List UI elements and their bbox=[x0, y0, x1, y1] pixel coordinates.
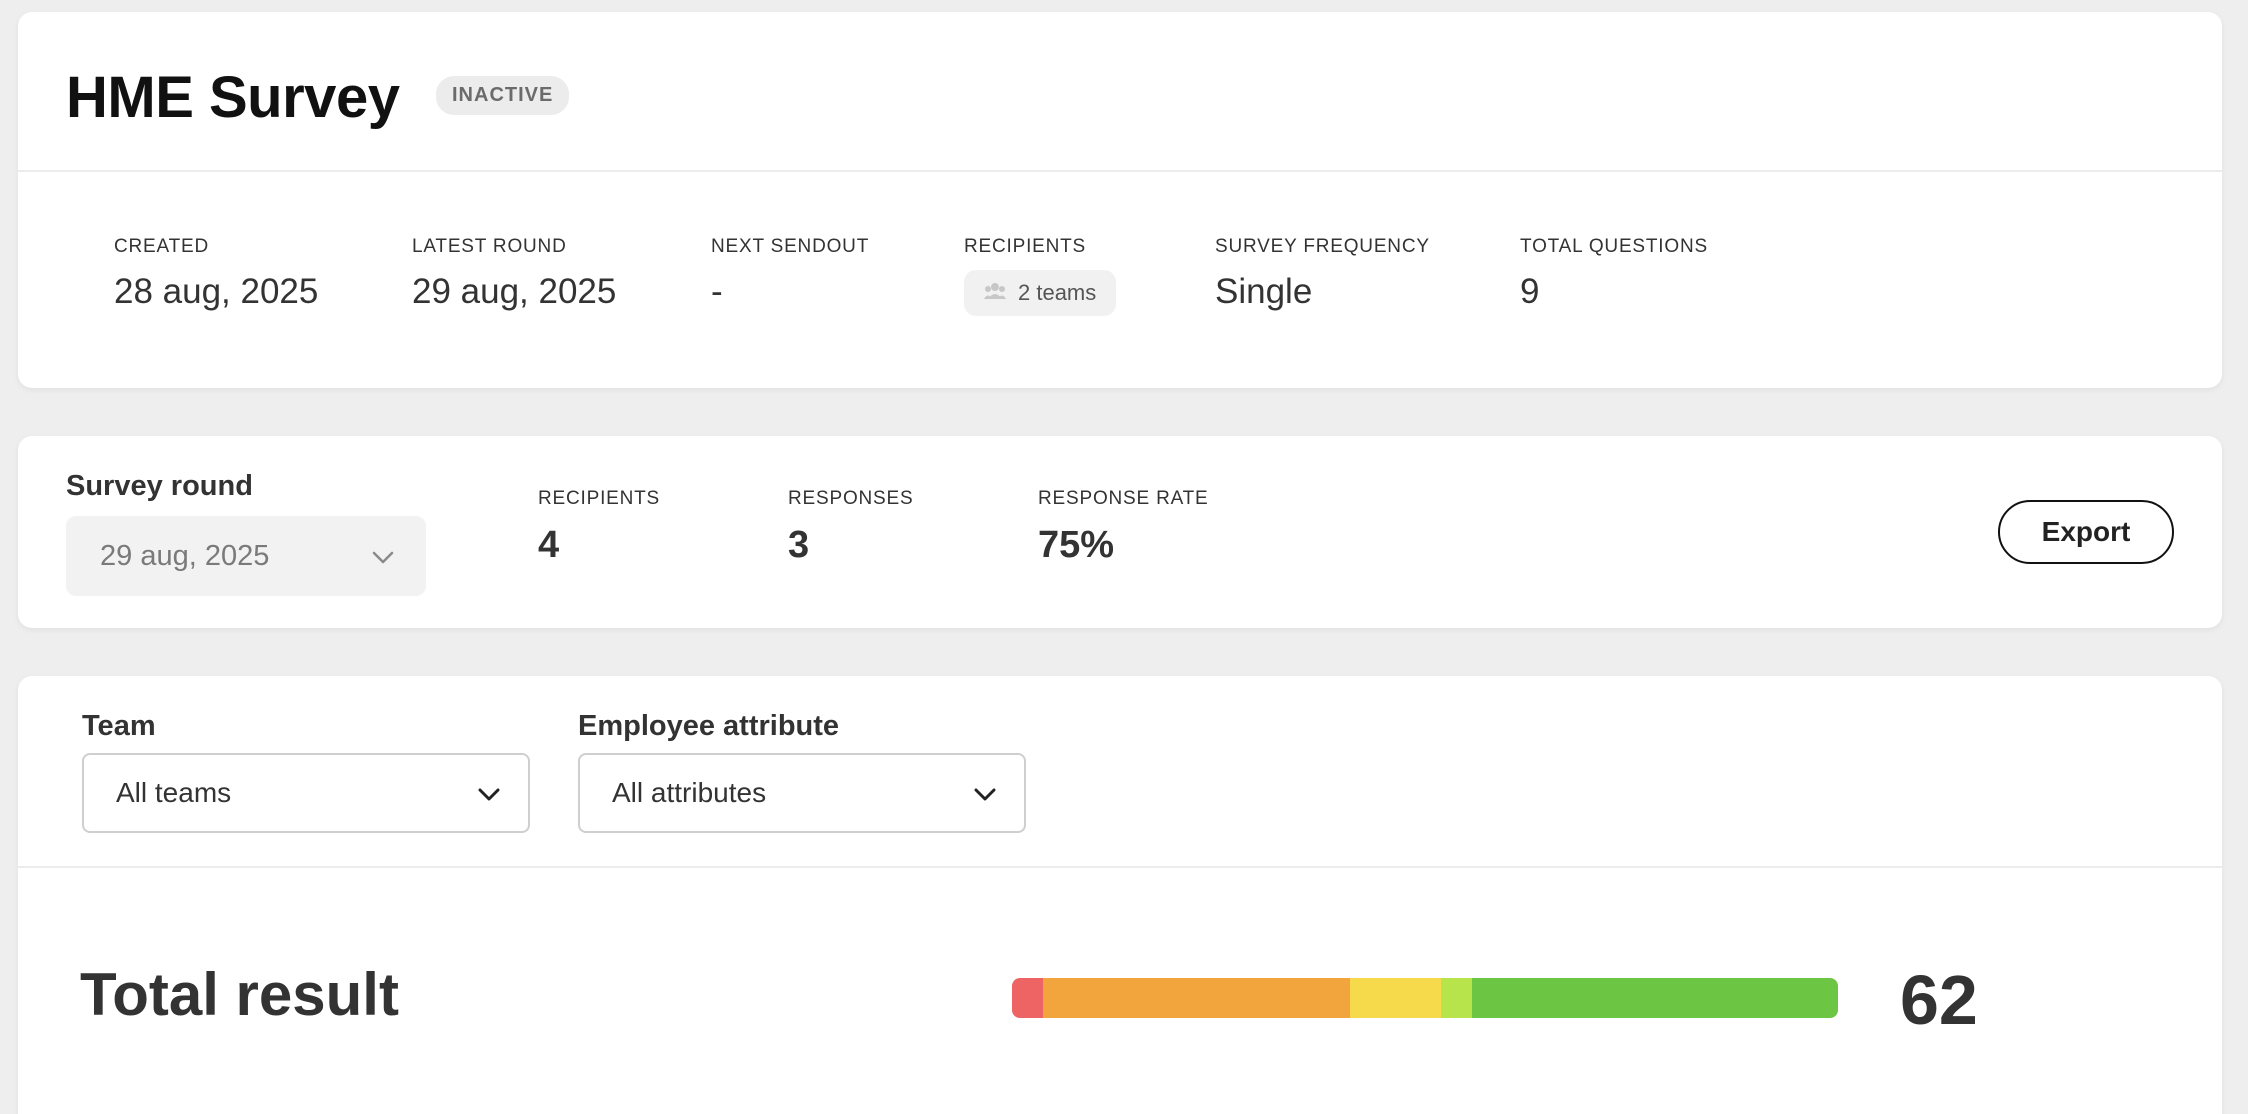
meta-value: Single bbox=[1215, 272, 1313, 311]
stat-value: 75% bbox=[1038, 524, 1115, 566]
filter-area: Team All teams Employee attribute All at… bbox=[18, 676, 2222, 868]
stat-responses: RESPONSES 3 bbox=[788, 488, 913, 567]
score-distribution-bar bbox=[1012, 978, 1838, 1018]
total-result-title: Total result bbox=[80, 961, 399, 1028]
meta-label: LATEST ROUND bbox=[412, 236, 567, 257]
score-segment-very-low bbox=[1012, 978, 1043, 1018]
page-title: HME Survey bbox=[66, 65, 400, 130]
stat-label: RESPONSE RATE bbox=[1038, 488, 1209, 509]
score-segment-low bbox=[1042, 978, 1350, 1018]
results-card: Team All teams Employee attribute All at… bbox=[18, 676, 2222, 1114]
stat-recipients: RECIPIENTS 4 bbox=[538, 488, 660, 567]
meta-next-sendout: NEXT SENDOUT - bbox=[711, 236, 869, 312]
meta-label: NEXT SENDOUT bbox=[711, 236, 870, 257]
team-icon bbox=[984, 280, 1006, 306]
meta-recipients: RECIPIENTS 2 teams bbox=[964, 236, 1117, 316]
survey-round-value: 29 aug, 2025 bbox=[100, 539, 270, 572]
stat-label: RECIPIENTS bbox=[538, 488, 661, 509]
recipients-pill-label: 2 teams bbox=[1018, 280, 1097, 305]
meta-label: RECIPIENTS bbox=[964, 236, 1087, 257]
stat-response-rate: RESPONSE RATE 75% bbox=[1038, 488, 1209, 567]
attribute-select[interactable]: All attributes bbox=[578, 753, 1026, 833]
survey-round-select[interactable]: 29 aug, 2025 bbox=[66, 516, 426, 596]
meta-value: 29 aug, 2025 bbox=[412, 272, 617, 311]
meta-label: CREATED bbox=[114, 236, 209, 257]
survey-round-label: Survey round bbox=[66, 470, 253, 502]
meta-survey-frequency: SURVEY FREQUENCY Single bbox=[1215, 236, 1430, 312]
score-segment-good bbox=[1441, 978, 1473, 1018]
meta-created: CREATED 28 aug, 2025 bbox=[114, 236, 318, 312]
team-select-value: All teams bbox=[116, 777, 232, 808]
score-segment-very-good bbox=[1472, 978, 1838, 1018]
chevron-down-icon bbox=[974, 777, 996, 809]
stat-value: 3 bbox=[788, 524, 810, 566]
recipients-pill[interactable]: 2 teams bbox=[964, 270, 1117, 316]
meta-label: SURVEY FREQUENCY bbox=[1215, 236, 1430, 257]
export-button[interactable]: Export bbox=[1998, 500, 2174, 564]
score-segment-neutral bbox=[1349, 978, 1442, 1018]
meta-label: TOTAL QUESTIONS bbox=[1520, 236, 1708, 257]
survey-header-card: HME Survey INACTIVE CREATED 28 aug, 2025… bbox=[18, 12, 2222, 388]
meta-total-questions: TOTAL QUESTIONS 9 bbox=[1520, 236, 1708, 312]
attribute-filter-label: Employee attribute bbox=[578, 710, 840, 742]
status-badge: INACTIVE bbox=[436, 76, 570, 115]
meta-value: 9 bbox=[1520, 272, 1540, 311]
meta-value: 28 aug, 2025 bbox=[114, 272, 319, 311]
survey-round-card: Survey round 29 aug, 2025 RECIPIENTS 4 R… bbox=[18, 436, 2222, 628]
meta-latest-round: LATEST ROUND 29 aug, 2025 bbox=[412, 236, 616, 312]
chevron-down-icon bbox=[372, 540, 394, 573]
chevron-down-icon bbox=[478, 777, 500, 809]
attribute-filter: Employee attribute All attributes bbox=[578, 710, 1026, 833]
stat-value: 4 bbox=[538, 524, 560, 566]
attribute-select-value: All attributes bbox=[612, 777, 767, 808]
team-filter: Team All teams bbox=[82, 710, 530, 833]
team-filter-label: Team bbox=[82, 710, 156, 742]
team-select[interactable]: All teams bbox=[82, 753, 530, 833]
meta-value: - bbox=[711, 272, 723, 311]
stat-label: RESPONSES bbox=[788, 488, 914, 509]
total-score: 62 bbox=[1900, 961, 1978, 1039]
survey-header-top: HME Survey INACTIVE bbox=[18, 12, 2222, 172]
